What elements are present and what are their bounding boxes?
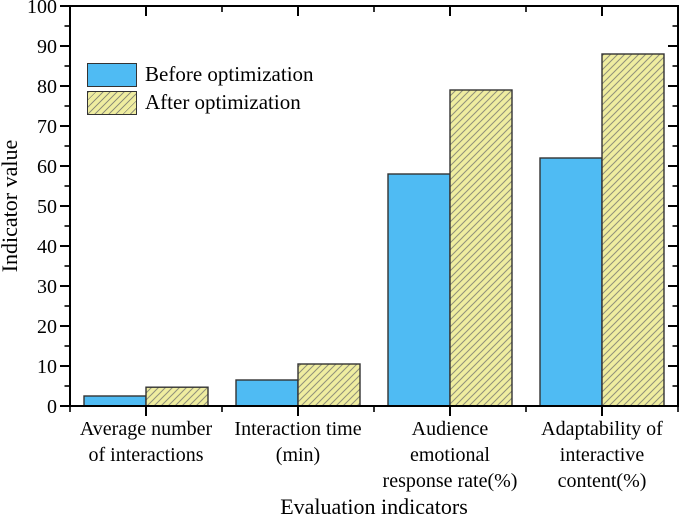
legend-swatch-before-icon bbox=[87, 62, 137, 87]
x-category-label: (min) bbox=[276, 444, 320, 466]
x-category-label: Interaction time bbox=[234, 418, 361, 440]
bar-before-optimization-3 bbox=[539, 157, 603, 407]
y-tick-label: 10 bbox=[37, 356, 57, 378]
bar-after-optimization-3 bbox=[601, 53, 665, 407]
x-category-label: interactive bbox=[560, 444, 645, 466]
y-tick-label: 50 bbox=[37, 196, 57, 218]
y-tick-label: 30 bbox=[37, 276, 57, 298]
y-tick-label: 0 bbox=[47, 396, 57, 418]
bar-after-optimization-2 bbox=[449, 89, 513, 407]
legend-item-before: Before optimization bbox=[87, 62, 314, 87]
y-axis-title: Indicator value bbox=[0, 139, 22, 273]
y-tick-label: 20 bbox=[37, 316, 57, 338]
legend-swatch-after-icon bbox=[87, 90, 137, 115]
x-category-label: emotional bbox=[410, 444, 490, 466]
x-category-label: Adaptability of bbox=[541, 418, 663, 440]
bar-after-optimization-0 bbox=[145, 386, 209, 407]
x-category-label: response rate(%) bbox=[383, 470, 518, 492]
y-tick-label: 100 bbox=[27, 0, 57, 18]
x-category-label: content(%) bbox=[558, 470, 647, 492]
x-category-label: Audience bbox=[412, 418, 489, 440]
x-category-label: Average number bbox=[80, 418, 213, 440]
bar-after-optimization-1 bbox=[297, 363, 361, 407]
x-axis-title: Evaluation indicators bbox=[280, 494, 468, 519]
y-tick-label: 90 bbox=[37, 36, 57, 58]
legend-label-before: Before optimization bbox=[145, 62, 314, 86]
x-category-label: of interactions bbox=[89, 444, 204, 466]
bar-before-optimization-1 bbox=[235, 379, 299, 407]
y-tick-label: 80 bbox=[37, 76, 57, 98]
bar-before-optimization-2 bbox=[387, 173, 451, 407]
y-tick-label: 60 bbox=[37, 156, 57, 178]
legend-label-after: After optimization bbox=[145, 90, 301, 114]
legend-item-after: After optimization bbox=[87, 90, 314, 115]
y-tick-label: 70 bbox=[37, 116, 57, 138]
y-tick-label: 40 bbox=[37, 236, 57, 258]
bar-before-optimization-0 bbox=[83, 395, 147, 407]
legend: Before optimization After optimization bbox=[87, 62, 314, 118]
